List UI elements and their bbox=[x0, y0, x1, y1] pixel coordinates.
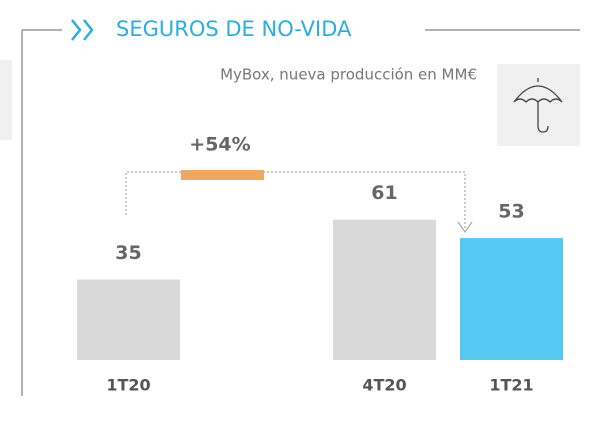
bar bbox=[77, 279, 180, 360]
bar bbox=[333, 219, 436, 360]
data-label: 35 bbox=[115, 242, 141, 264]
annotation-bar bbox=[181, 170, 264, 180]
bar bbox=[460, 238, 563, 360]
chart-subtitle: MyBox, nueva producción en MM€ bbox=[220, 66, 477, 84]
x-tick-label: 4T20 bbox=[362, 376, 406, 395]
bracket bbox=[125, 171, 466, 230]
data-label: 61 bbox=[371, 182, 397, 204]
data-label: 53 bbox=[498, 201, 524, 223]
annotation: +54% bbox=[189, 134, 250, 156]
x-tick-label: 1T21 bbox=[489, 376, 533, 395]
x-tick-label: 1T20 bbox=[106, 376, 150, 395]
bracket-arrow bbox=[457, 221, 473, 234]
umbrella-icon bbox=[513, 78, 563, 133]
chevrons bbox=[71, 19, 94, 41]
side-panel bbox=[0, 60, 12, 140]
chart-title: SEGUROS DE NO-VIDA bbox=[116, 17, 352, 41]
